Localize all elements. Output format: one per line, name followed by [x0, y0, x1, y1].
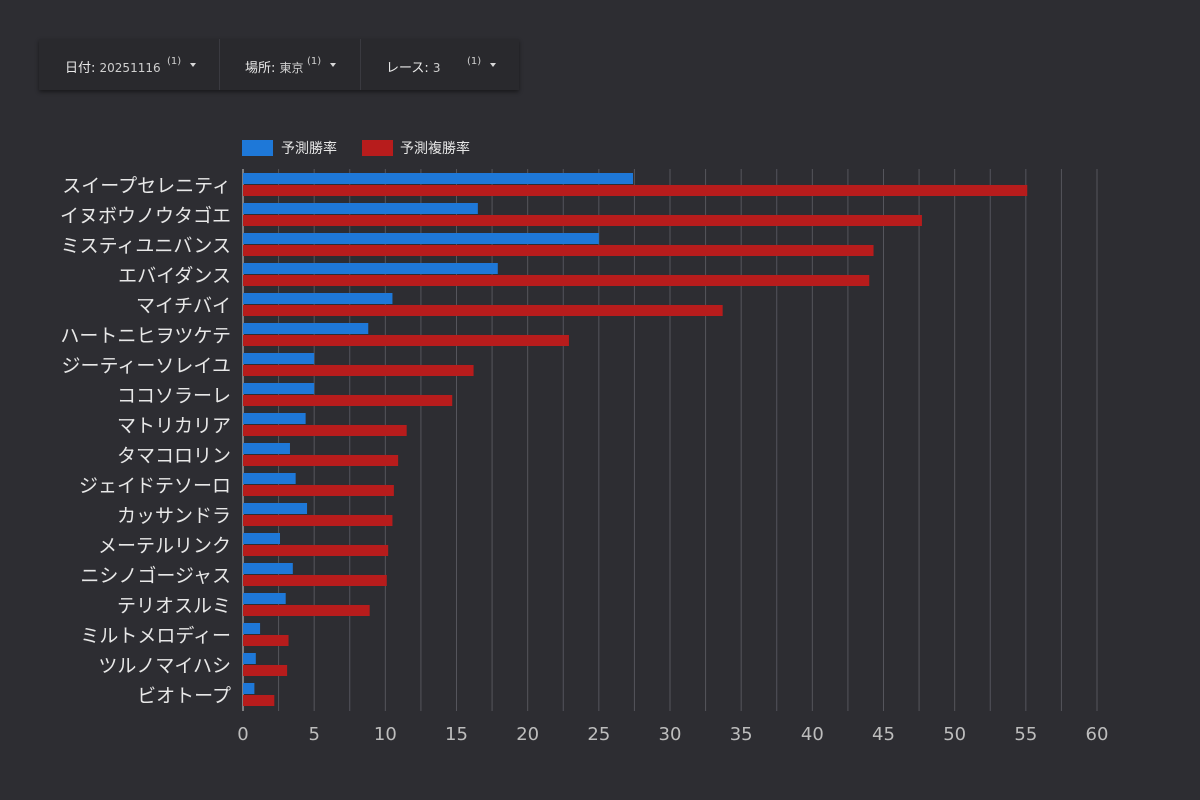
category-label: エバイダンス: [118, 265, 231, 287]
category-label: ハートニヒヲツケテ: [60, 325, 231, 347]
category-label: メーテルリンク: [98, 535, 231, 557]
race-filter-count: (1): [467, 56, 482, 67]
place-rate-bar: [243, 395, 453, 406]
place-rate-bar: [243, 305, 723, 316]
place-rate-bar: [243, 515, 393, 526]
x-tick-label: 20: [516, 724, 539, 745]
race-filter-value: 3: [432, 61, 441, 75]
win-rate-bar: [243, 503, 308, 514]
win-rate-bar: [243, 323, 369, 334]
win-rate-bar: [243, 233, 599, 244]
x-tick-label: 45: [872, 724, 895, 745]
win-rate-bar: [243, 653, 256, 664]
x-tick-label: 25: [587, 724, 610, 745]
chevron-down-icon: [330, 63, 336, 67]
place-rate-bar: [243, 575, 387, 586]
win-rate-bar: [243, 203, 478, 214]
category-label: ジェイドテソーロ: [79, 475, 231, 497]
x-axis-ticks: 0 5 10 15 20 25 30 35 40 45 50 55 60: [237, 724, 1108, 745]
chevron-down-icon: [490, 63, 496, 67]
place-rate-bar: [243, 455, 399, 466]
category-label: ジーティーソレイユ: [62, 355, 231, 377]
place-rate-bar: [243, 335, 569, 346]
category-label: カッサンドラ: [117, 505, 231, 527]
category-label: ミルトメロディー: [80, 625, 231, 647]
win-rate-bar: [243, 593, 286, 604]
win-rate-bar: [243, 683, 255, 694]
win-rate-bar: [243, 293, 393, 304]
win-rate-bar: [243, 623, 261, 634]
category-label: マトリカリア: [117, 415, 231, 437]
place-rate-bar: [243, 365, 474, 376]
chevron-down-icon: [190, 63, 196, 67]
place-rate-bar: [243, 695, 275, 706]
place-rate-bar: [243, 275, 870, 286]
place-rate-bar: [243, 665, 288, 676]
x-tick-label: 40: [801, 724, 824, 745]
win-rate-bar: [243, 383, 315, 394]
win-rate-bar: [243, 263, 498, 274]
venue-filter[interactable]: 場所: 東京 (1): [220, 39, 361, 90]
place-rate-bar: [243, 245, 874, 256]
win-rate-bar: [243, 533, 281, 544]
win-rate-bar: [243, 473, 296, 484]
category-label: ニシノゴージャス: [80, 565, 231, 587]
place-rate-bar: [243, 215, 922, 226]
place-rate-bar: [243, 185, 1028, 196]
category-label: マイチバイ: [136, 295, 231, 317]
venue-filter-value: 東京: [279, 61, 304, 75]
place-rate-bar: [243, 635, 289, 646]
category-label: ビオトープ: [137, 685, 231, 707]
bars: [243, 173, 1028, 706]
legend-swatch-place: [362, 140, 393, 156]
x-tick-label: 5: [308, 724, 319, 745]
win-rate-bar: [243, 563, 293, 574]
x-tick-label: 60: [1086, 724, 1109, 745]
category-label: スイープセレニティ: [62, 175, 231, 197]
x-tick-label: 55: [1014, 724, 1037, 745]
category-label: タマコロリン: [117, 445, 231, 467]
date-filter-label: 日付: [65, 61, 92, 76]
date-filter-count: (1): [167, 56, 182, 67]
date-filter-value: 20251116: [99, 61, 161, 75]
win-rate-bar: [243, 353, 315, 364]
x-tick-label: 10: [374, 724, 397, 745]
legend-label-win: 予測勝率: [281, 140, 337, 157]
venue-filter-label: 場所: [245, 61, 272, 76]
legend-swatch-win: [242, 140, 273, 156]
filter-bar: 日付: 20251116 (1) 場所: 東京 (1) レース: 3 (1): [39, 39, 519, 90]
category-label: ツルノマイハシ: [98, 655, 231, 677]
category-label: ミスティユニバンス: [61, 235, 231, 257]
venue-filter-count: (1): [307, 56, 322, 67]
category-label: ココソラーレ: [117, 385, 231, 407]
category-label: テリオスルミ: [117, 595, 231, 617]
win-rate-bar: [243, 173, 633, 184]
x-tick-label: 0: [237, 724, 248, 745]
place-rate-bar: [243, 485, 394, 496]
date-filter[interactable]: 日付: 20251116 (1): [39, 39, 220, 90]
x-tick-label: 30: [659, 724, 682, 745]
place-rate-bar: [243, 545, 389, 556]
category-labels: スイープセレニティイヌボウノウタゴエミスティユニバンスエバイダンスマイチバイハー…: [60, 175, 231, 707]
legend-label-place: 予測複勝率: [400, 140, 470, 157]
place-rate-bar: [243, 425, 407, 436]
category-label: イヌボウノウタゴエ: [60, 205, 231, 227]
x-tick-label: 15: [445, 724, 468, 745]
win-rate-bar: [243, 413, 306, 424]
x-tick-label: 50: [943, 724, 966, 745]
x-tick-label: 35: [730, 724, 753, 745]
place-rate-bar: [243, 605, 370, 616]
grid: [242, 169, 1098, 711]
race-filter[interactable]: レース: 3 (1): [361, 39, 519, 90]
legend[interactable]: 予測勝率 予測複勝率: [242, 140, 470, 157]
race-filter-label: レース: [386, 61, 425, 76]
win-rate-bar: [243, 443, 290, 454]
